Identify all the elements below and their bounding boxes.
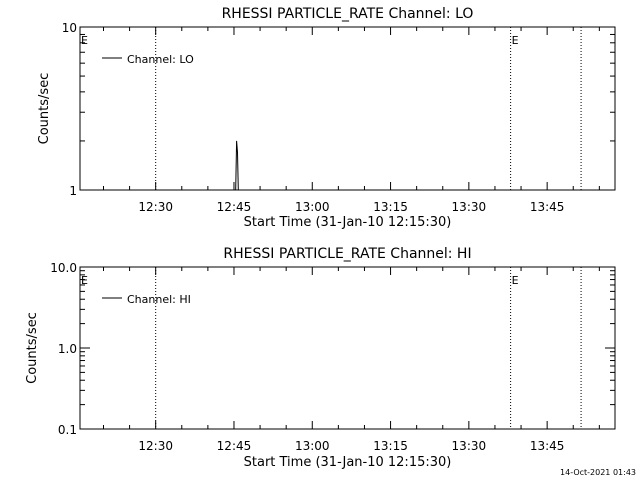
legend-label: Channel: LO [127, 53, 194, 66]
event-marker-label: E [512, 274, 519, 287]
x-tick-label: 13:00 [295, 200, 330, 214]
x-tick-label: 13:00 [295, 439, 330, 453]
x-tick-label: 12:45 [217, 200, 252, 214]
y-axis-label: Counts/sec [25, 312, 40, 384]
x-tick-label: 12:45 [217, 439, 252, 453]
x-tick-label: 13:30 [452, 200, 487, 214]
plot-frame [79, 26, 616, 191]
event-marker-label: E [81, 274, 88, 287]
y-tick-label: 1 [69, 184, 77, 198]
legend-label: Channel: HI [127, 293, 191, 306]
y-tick-label: 1.0 [58, 342, 77, 356]
event-marker-label: E [81, 34, 88, 47]
x-tick-label: 12:30 [138, 200, 173, 214]
x-axis-label: Start Time (31-Jan-10 12:15:30) [244, 215, 452, 230]
series-line [235, 140, 239, 191]
chart-title: RHESSI PARTICLE_RATE Channel: LO [222, 6, 474, 22]
x-tick-label: 13:15 [373, 439, 408, 453]
timestamp: 14-Oct-2021 01:43 [560, 468, 636, 477]
y-tick-label: 10.0 [50, 261, 77, 275]
x-axis-label: Start Time (31-Jan-10 12:15:30) [244, 455, 452, 470]
x-tick-label: 13:15 [373, 200, 408, 214]
event-marker-label: E [512, 34, 519, 47]
chart-title: RHESSI PARTICLE_RATE Channel: HI [223, 246, 471, 262]
x-tick-label: 12:30 [138, 439, 173, 453]
y-tick-label: 0.1 [58, 423, 77, 437]
x-tick-label: 13:45 [530, 439, 565, 453]
y-axis-label: Counts/sec [37, 73, 52, 145]
x-tick-label: 13:30 [452, 439, 487, 453]
plot-frame [79, 266, 616, 430]
x-tick-label: 13:45 [530, 200, 565, 214]
y-tick-label: 10 [62, 21, 77, 35]
